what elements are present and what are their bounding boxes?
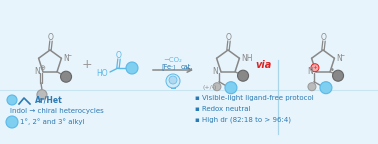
Text: N: N [64,54,69,63]
Circle shape [213,83,221,91]
Circle shape [126,62,138,74]
Circle shape [166,74,180,88]
Text: ⊕: ⊕ [39,65,45,71]
Text: [Fe: [Fe [161,64,171,70]
Text: O: O [116,51,122,59]
Text: −CO₂: −CO₂ [164,57,183,63]
Circle shape [60,71,71,82]
Text: ▪ Redox neutral: ▪ Redox neutral [195,106,251,112]
Text: O: O [226,33,232,41]
Text: N: N [307,67,313,76]
Circle shape [311,64,319,72]
Circle shape [169,76,177,84]
Text: O: O [321,33,327,41]
Text: HO: HO [96,70,108,78]
Circle shape [320,82,332,94]
Text: N: N [34,67,40,76]
Text: −: − [67,52,72,57]
Text: (+/-): (+/-) [203,86,217,90]
Text: ᴵᴵᴵ]: ᴵᴵᴵ] [171,65,176,70]
Text: −: − [340,52,345,57]
Circle shape [7,95,17,105]
Text: 1°, 2° and 3° alkyl: 1°, 2° and 3° alkyl [20,119,85,125]
Text: Ar/Het: Ar/Het [35,95,63,105]
Text: cat.: cat. [181,64,194,70]
Text: O: O [48,33,54,41]
Text: NH: NH [242,54,253,63]
Text: N: N [336,54,342,63]
Text: N: N [212,67,218,76]
Circle shape [333,70,344,81]
Text: via: via [256,60,272,70]
Text: +: + [82,58,92,72]
Circle shape [37,90,47,100]
Circle shape [237,70,249,81]
Text: •: • [330,66,335,75]
Circle shape [308,83,316,91]
Text: Indol → chiral heterocycles: Indol → chiral heterocycles [10,108,104,114]
Text: ▪ High dr (82:18 to > 96:4): ▪ High dr (82:18 to > 96:4) [195,117,291,123]
Circle shape [6,116,18,128]
Circle shape [225,82,237,94]
Text: +: + [313,65,317,70]
Text: ▪ Visible-light ligand-free protocol: ▪ Visible-light ligand-free protocol [195,95,314,101]
